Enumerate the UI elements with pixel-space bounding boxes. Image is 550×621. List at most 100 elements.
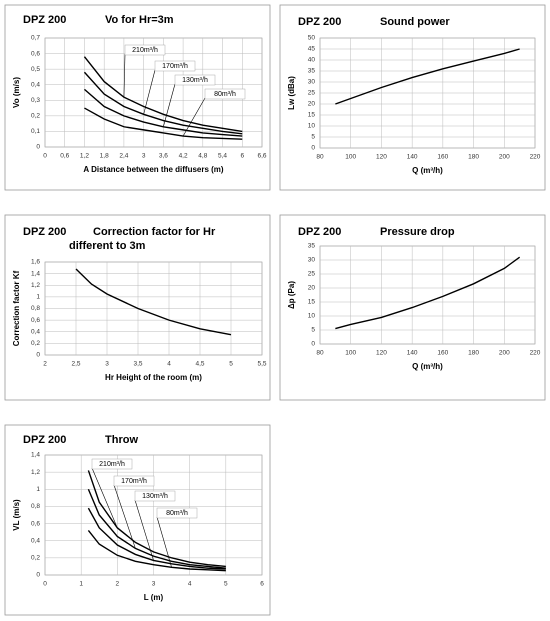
- y-tick-label: 0,4: [31, 328, 40, 335]
- y-tick-label: 0,7: [31, 35, 40, 42]
- x-axis-title: L (m): [144, 593, 164, 602]
- data-line: [335, 256, 521, 330]
- chart-subtitle: Pressure drop: [380, 226, 455, 238]
- x-tick-label: 120: [376, 350, 387, 357]
- legend-box: [124, 44, 166, 56]
- leader-line: [156, 516, 172, 568]
- legend-box: [91, 458, 133, 470]
- data-line: [84, 107, 243, 140]
- x-tick-label: 3: [142, 153, 146, 160]
- x-tick-label: 6: [240, 153, 244, 160]
- y-tick-label: 0,2: [31, 340, 40, 347]
- x-tick-label: 220: [530, 154, 541, 161]
- y-axis-title: VL (m/s): [12, 499, 21, 531]
- chart-title: DPZ 200: [23, 434, 66, 446]
- x-tick-label: 6: [260, 581, 264, 588]
- y-tick-label: 0: [311, 145, 315, 152]
- data-line: [335, 48, 520, 105]
- chart-title: DPZ 200: [23, 14, 66, 26]
- x-tick-label: 2,4: [119, 153, 128, 160]
- y-tick-label: 45: [308, 46, 316, 53]
- plot-area: [319, 245, 536, 345]
- chart-title: DPZ 200: [298, 16, 341, 28]
- x-tick-label: 100: [345, 154, 356, 161]
- x-tick-label: 0: [43, 581, 47, 588]
- x-tick-label: 1: [79, 581, 83, 588]
- y-tick-label: 15: [308, 299, 316, 306]
- y-tick-label: 1,2: [31, 469, 40, 476]
- x-tick-label: 4,8: [198, 153, 207, 160]
- data-line: [87, 529, 226, 572]
- y-tick-label: 0: [36, 572, 40, 579]
- y-tick-label: 35: [308, 68, 316, 75]
- y-tick-label: 15: [308, 112, 316, 119]
- legend-label: 130m³/h: [142, 493, 168, 500]
- x-axis-title: Q (m³/h): [412, 166, 443, 175]
- leader-line: [182, 97, 206, 137]
- legend-label: 210m³/h: [99, 461, 125, 468]
- y-tick-label: 20: [308, 285, 316, 292]
- y-tick-label: 40: [308, 57, 316, 64]
- x-tick-label: 3,6: [159, 153, 168, 160]
- chart-subtitle: Vo for Hr=3m: [105, 14, 174, 26]
- chart-title: DPZ 200: [298, 226, 341, 238]
- legend-label: 80m³/h: [214, 91, 236, 98]
- x-tick-label: 3,5: [133, 361, 142, 368]
- legend-label: 170m³/h: [162, 63, 188, 70]
- chart-subtitle: different to 3m: [69, 240, 146, 252]
- y-tick-label: 0: [36, 144, 40, 151]
- y-tick-label: 30: [308, 79, 316, 86]
- y-axis-title: Lw (dBa): [287, 76, 296, 110]
- y-tick-label: 20: [308, 101, 316, 108]
- data-line: [87, 507, 226, 570]
- y-tick-label: 0,8: [31, 305, 40, 312]
- y-tick-label: 0,8: [31, 503, 40, 510]
- y-tick-label: 1,6: [31, 259, 40, 266]
- legend-box: [154, 60, 196, 72]
- x-tick-label: 5,4: [218, 153, 227, 160]
- x-tick-label: 1,2: [80, 153, 89, 160]
- y-tick-label: 30: [308, 257, 316, 264]
- y-tick-label: 35: [308, 243, 316, 250]
- y-tick-label: 10: [308, 313, 316, 320]
- x-tick-label: 4: [167, 361, 171, 368]
- legend-label: 130m³/h: [182, 77, 208, 84]
- x-tick-label: 4: [188, 581, 192, 588]
- legend-box: [134, 490, 176, 502]
- x-tick-label: 0,6: [60, 153, 69, 160]
- x-tick-label: 3: [152, 581, 156, 588]
- x-tick-label: 2: [116, 581, 120, 588]
- x-tick-label: 4,5: [195, 361, 204, 368]
- y-tick-label: 25: [308, 271, 316, 278]
- x-tick-label: 100: [345, 350, 356, 357]
- y-tick-label: 0: [311, 341, 315, 348]
- y-tick-label: 1: [36, 294, 40, 301]
- y-tick-label: 1,2: [31, 282, 40, 289]
- data-line: [87, 470, 226, 568]
- legend-box: [204, 88, 246, 100]
- chart-subtitle: Sound power: [380, 16, 450, 28]
- x-tick-label: 5: [229, 361, 233, 368]
- legend-box: [174, 74, 216, 86]
- x-tick-label: 3: [105, 361, 109, 368]
- x-tick-label: 180: [468, 350, 479, 357]
- y-axis-title: Correction factor Kf: [12, 270, 21, 346]
- data-line: [83, 71, 243, 135]
- legend-label: 210m³/h: [132, 47, 158, 54]
- x-tick-label: 5,5: [257, 361, 266, 368]
- y-tick-label: 1: [36, 486, 40, 493]
- leader-line: [123, 53, 126, 98]
- leader-line: [134, 499, 154, 561]
- leader-line: [113, 484, 136, 549]
- y-axis-title: Δp (Pa): [287, 281, 296, 309]
- y-tick-label: 0,4: [31, 537, 40, 544]
- y-tick-label: 50: [308, 35, 316, 42]
- data-line: [83, 56, 243, 133]
- x-tick-label: 200: [499, 350, 510, 357]
- x-tick-label: 200: [499, 154, 510, 161]
- y-tick-label: 5: [311, 327, 315, 334]
- legend-box: [113, 475, 155, 487]
- x-tick-label: 4,2: [179, 153, 188, 160]
- x-tick-label: 1,8: [100, 153, 109, 160]
- legend-label: 80m³/h: [166, 510, 188, 517]
